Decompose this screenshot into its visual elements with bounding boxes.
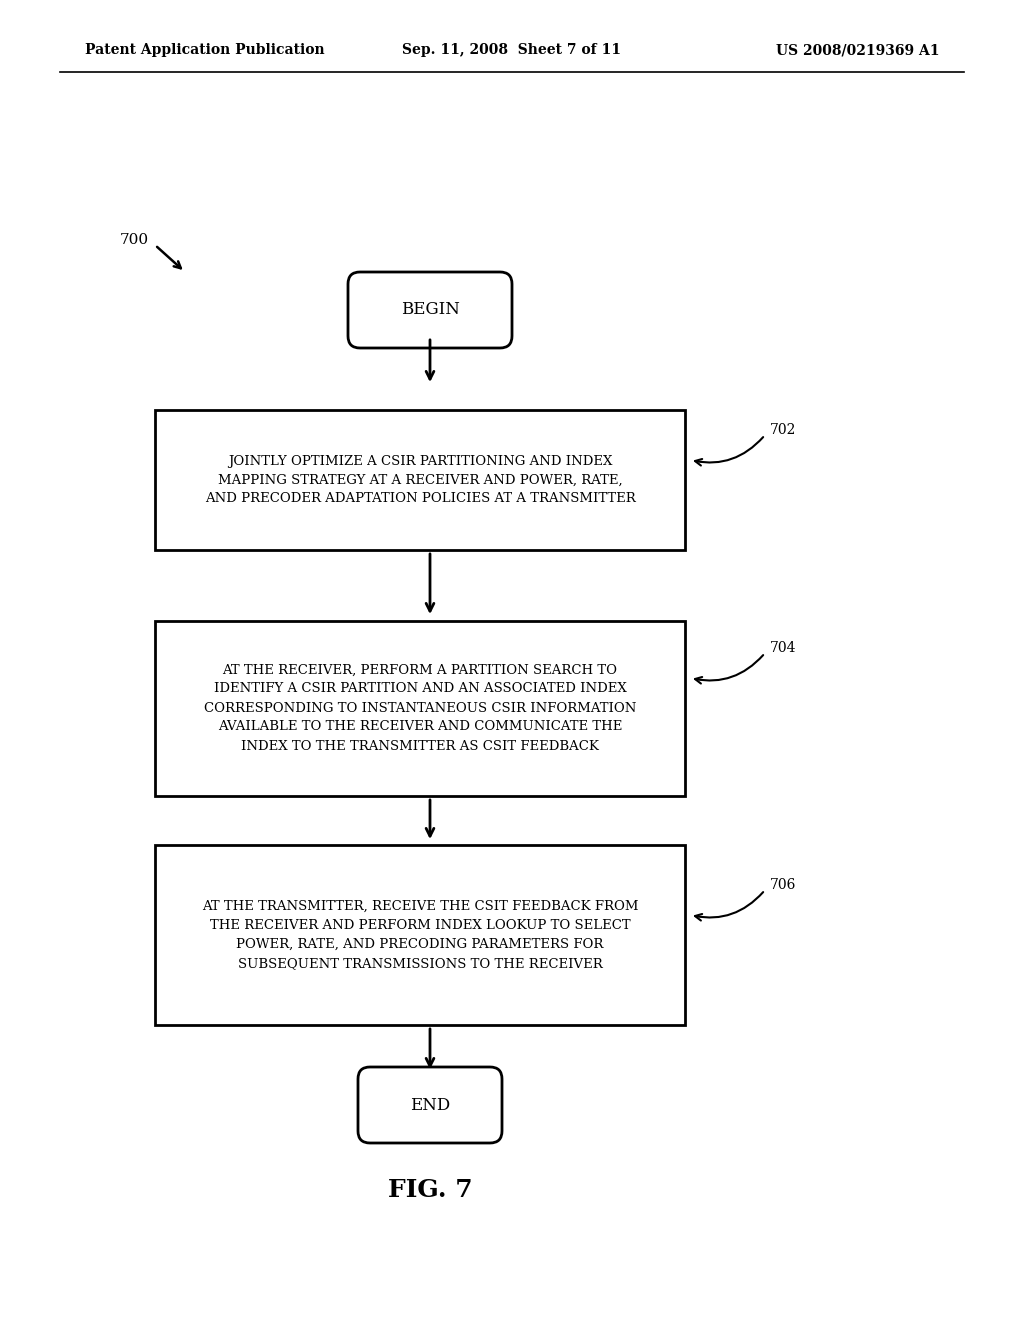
Text: AT THE TRANSMITTER, RECEIVE THE CSIT FEEDBACK FROM
THE RECEIVER AND PERFORM INDE: AT THE TRANSMITTER, RECEIVE THE CSIT FEE…	[202, 900, 638, 970]
Text: 704: 704	[770, 642, 797, 655]
Bar	[155, 620, 685, 796]
Bar	[155, 845, 685, 1026]
Text: FIG. 7: FIG. 7	[388, 1177, 472, 1203]
Text: END: END	[410, 1097, 451, 1114]
Text: 702: 702	[770, 422, 797, 437]
FancyBboxPatch shape	[348, 272, 512, 348]
Bar	[155, 411, 685, 550]
Text: 700: 700	[120, 234, 150, 247]
Text: AT THE RECEIVER, PERFORM A PARTITION SEARCH TO
IDENTIFY A CSIR PARTITION AND AN : AT THE RECEIVER, PERFORM A PARTITION SEA…	[204, 664, 636, 752]
Text: JOINTLY OPTIMIZE A CSIR PARTITIONING AND INDEX
MAPPING STRATEGY AT A RECEIVER AN: JOINTLY OPTIMIZE A CSIR PARTITIONING AND…	[205, 454, 635, 506]
Text: US 2008/0219369 A1: US 2008/0219369 A1	[776, 44, 940, 57]
Text: Sep. 11, 2008  Sheet 7 of 11: Sep. 11, 2008 Sheet 7 of 11	[402, 44, 622, 57]
Text: 706: 706	[770, 878, 797, 892]
FancyBboxPatch shape	[358, 1067, 502, 1143]
Text: Patent Application Publication: Patent Application Publication	[85, 44, 325, 57]
Text: BEGIN: BEGIN	[400, 301, 460, 318]
